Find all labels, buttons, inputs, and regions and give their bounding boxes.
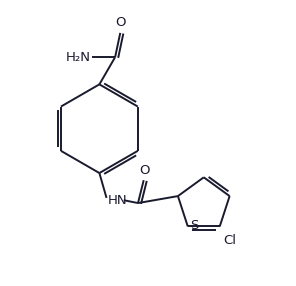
Text: Cl: Cl	[223, 235, 236, 247]
Text: H₂N: H₂N	[66, 51, 91, 64]
Text: O: O	[139, 164, 150, 177]
Text: O: O	[115, 17, 126, 29]
Text: HN: HN	[108, 194, 128, 207]
Text: S: S	[190, 219, 198, 232]
